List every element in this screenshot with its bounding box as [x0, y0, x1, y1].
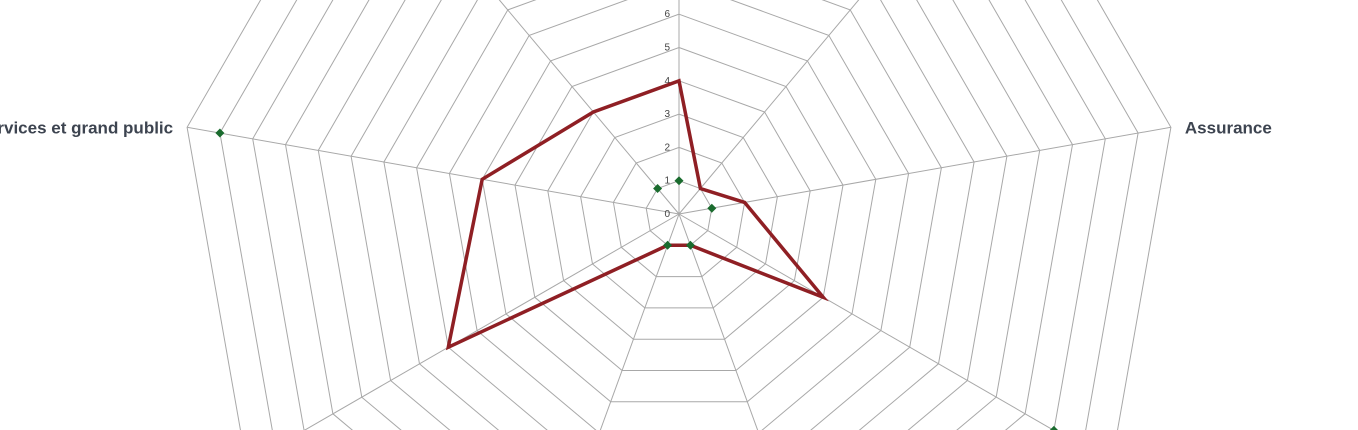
tick-label: 2 [664, 142, 670, 153]
tick-label: 5 [664, 43, 670, 54]
axis-spoke-4 [678, 213, 759, 430]
axis-label: Assurance [1185, 118, 1272, 137]
tick-label: 6 [664, 9, 670, 20]
axis-spoke-3 [678, 213, 1055, 430]
axis-spoke-2 [678, 126, 1171, 215]
tick-label: 3 [664, 109, 670, 120]
radar-axis-labels: AssuranceSecteur publicCommerce de détai… [0, 118, 1272, 137]
series-line [445, 78, 829, 351]
grid-ring-11 [317, 0, 1041, 430]
grid-ring-8 [416, 0, 942, 430]
grid-ring-5 [514, 46, 844, 371]
grid-ring-7 [448, 0, 910, 430]
radar-series [215, 78, 1059, 430]
grid-ring-9 [383, 0, 975, 430]
grid-ring-3 [580, 113, 778, 309]
data-point-marker [215, 128, 225, 138]
data-point-marker [685, 240, 695, 250]
data-point-marker [663, 240, 673, 250]
data-point-marker [674, 176, 684, 186]
tick-label: 1 [664, 176, 670, 187]
grid-ring-12 [284, 0, 1074, 430]
grid-ring-2 [612, 146, 746, 278]
grid-ring-4 [547, 80, 811, 340]
tick-label: 4 [664, 76, 670, 87]
data-point-marker [653, 184, 663, 193]
axis-label: Services et grand public [0, 118, 173, 137]
axis-spoke-7 [187, 126, 680, 215]
axis-spoke-5 [599, 213, 680, 430]
grid-ring-6 [481, 13, 877, 403]
data-point-marker [1049, 425, 1059, 430]
grid-ring-10 [350, 0, 1008, 430]
grid-ring-13 [252, 0, 1106, 430]
radar-grid [186, 0, 1172, 430]
data-point-marker [707, 203, 717, 213]
axis-spoke-1 [678, 0, 860, 215]
radar-tick-labels: 0123456789101112131415 [664, 9, 670, 220]
axis-spoke-8 [498, 0, 680, 215]
tick-label: 0 [664, 209, 670, 220]
